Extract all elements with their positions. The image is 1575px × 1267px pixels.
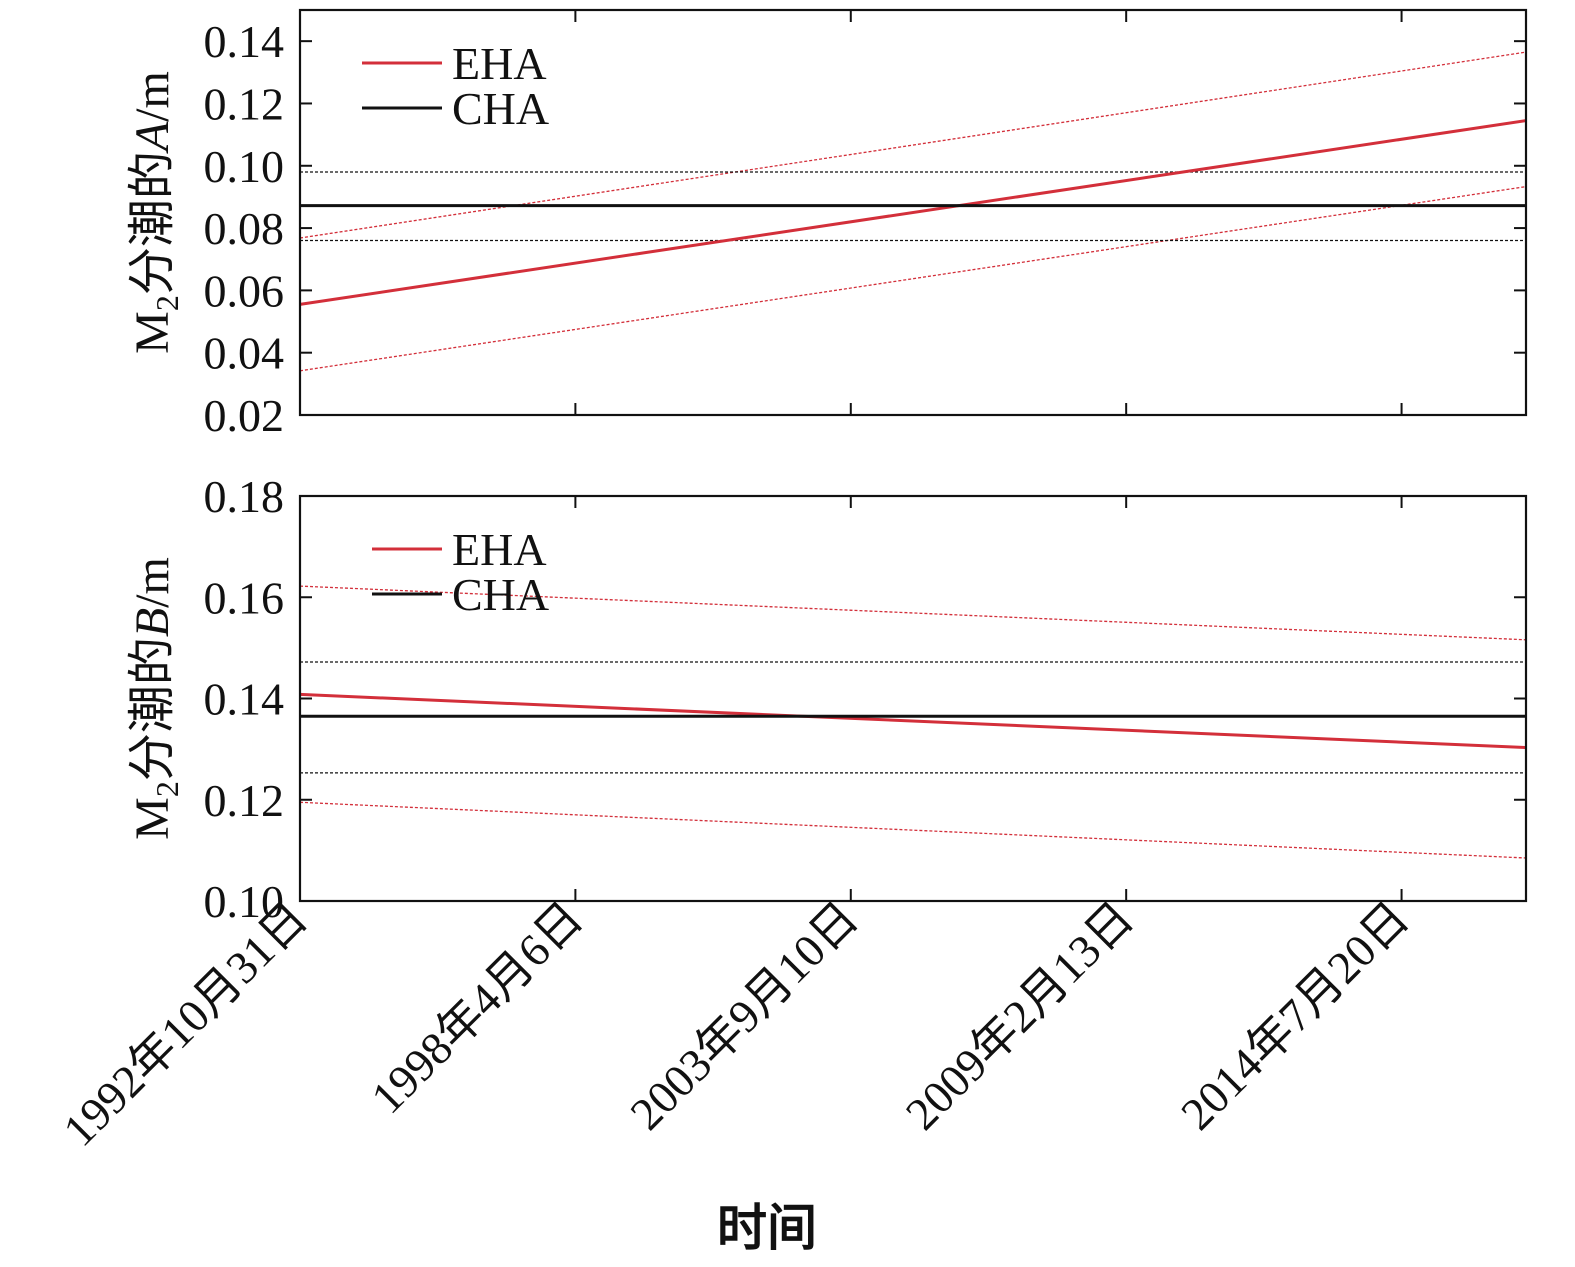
plot-frame [298,8,1528,417]
y-tick-label: 0.04 [204,328,285,379]
x-tick-label: 2009年2月13日 [896,892,1143,1139]
y-tick-label: 0.14 [204,16,285,67]
eha-estimate-line [299,119,1527,306]
y-tick-label: 0.06 [204,265,285,316]
x-axis-label: 时间 [717,1200,817,1256]
panel-amplitude-b: 0.10 0.12 0.14 0.16 0.18 1992年10月31日 1998年4月6日… [53,471,1528,1156]
x-tick-label: 2014年7月20日 [1171,892,1418,1139]
legend-label-eha: EHA [452,38,547,89]
legend-label-cha: CHA [452,569,549,620]
y-tick-label: 0.08 [204,203,285,254]
x-tick-label: 1998年4月6日 [361,892,592,1123]
y-axis-label: M2分潮的A/m [126,71,185,354]
eha-lower-bound-line [299,801,1527,859]
y-tick-label: 0.14 [204,674,285,725]
eha-upper-bound-line [299,585,1527,641]
eha-estimate-line [299,692,1527,750]
y-tick-label: 0.18 [204,471,285,522]
legend-label-eha: EHA [452,524,547,575]
x-tick-label: 1992年10月31日 [53,892,317,1156]
y-tick-label: 0.12 [204,78,285,129]
panel-amplitude-a: 0.02 0.04 0.06 0.08 0.10 0.12 0.14 M2分潮的A/m EHAC… [126,8,1528,441]
legend-label-cha: CHA [452,83,549,134]
y-axis-label: M2分潮的B/m [126,557,185,840]
y-tick-label: 0.02 [204,390,285,441]
eha-lower-bound-line [299,185,1527,372]
y-tick-label: 0.10 [204,141,285,192]
x-tick-label: 2003年9月10日 [620,892,867,1139]
y-tick-label: 0.12 [204,775,285,826]
y-tick-label: 0.10 [204,876,285,927]
y-tick-label: 0.16 [204,572,285,623]
